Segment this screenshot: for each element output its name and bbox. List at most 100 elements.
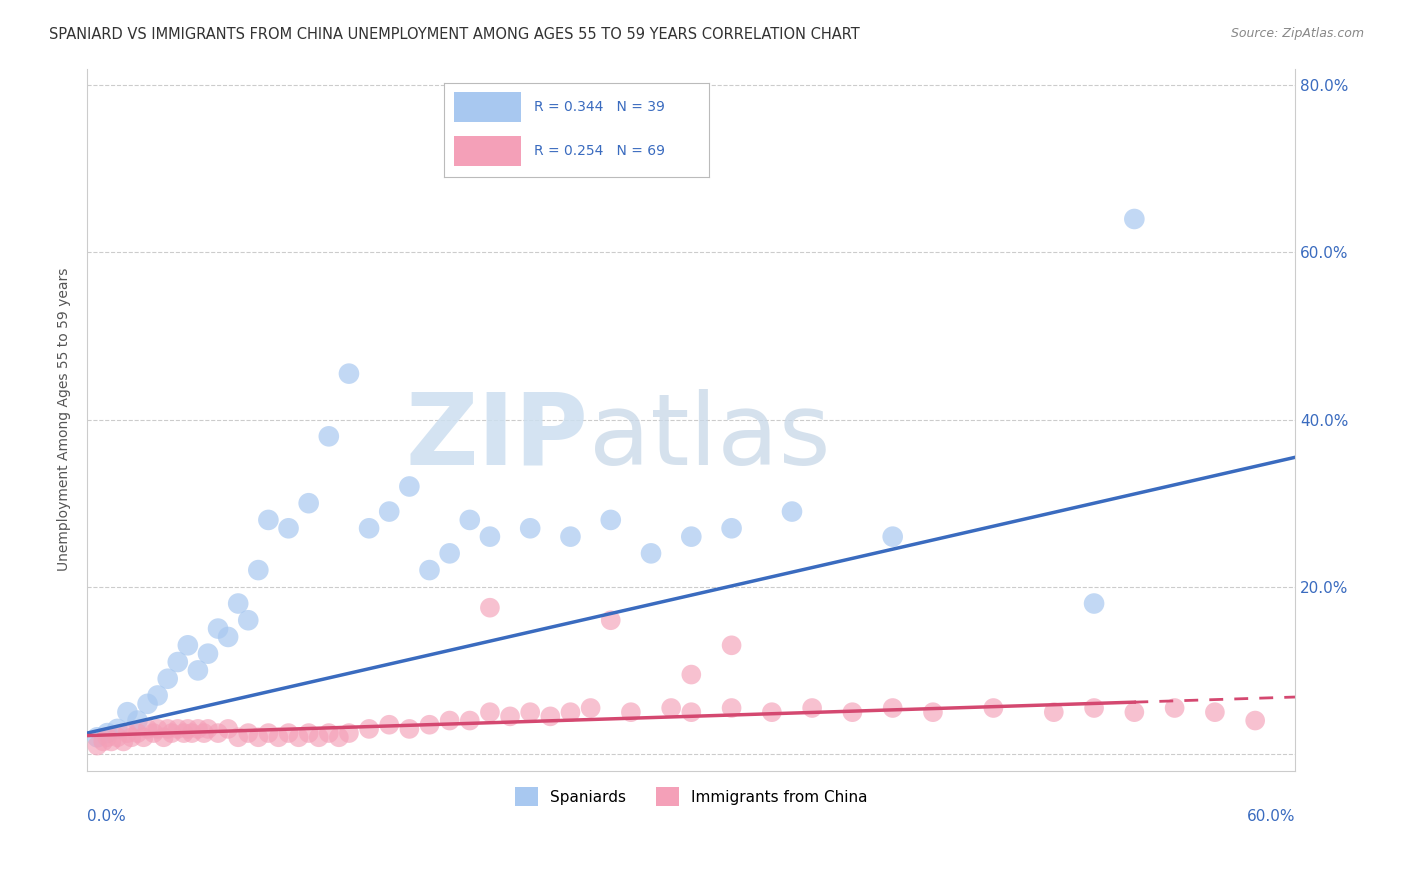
Point — [659, 701, 682, 715]
Point — [720, 521, 742, 535]
Point — [146, 689, 169, 703]
Point — [780, 505, 803, 519]
Point — [217, 722, 239, 736]
Point — [187, 664, 209, 678]
Point — [238, 726, 260, 740]
Point — [882, 530, 904, 544]
Point — [146, 722, 169, 736]
Point — [560, 530, 582, 544]
Point — [378, 505, 401, 519]
Point — [193, 726, 215, 740]
Point — [127, 726, 149, 740]
Point — [142, 726, 165, 740]
Point — [458, 714, 481, 728]
Point — [478, 530, 501, 544]
Point — [538, 709, 561, 723]
Point — [841, 705, 863, 719]
Point — [207, 726, 229, 740]
Point — [599, 613, 621, 627]
Point — [177, 722, 200, 736]
Point — [720, 638, 742, 652]
Point — [132, 731, 155, 745]
Point — [1083, 701, 1105, 715]
Point — [439, 714, 461, 728]
Point — [801, 701, 824, 715]
Point — [318, 429, 340, 443]
Point — [359, 521, 381, 535]
Legend: Spaniards, Immigrants from China: Spaniards, Immigrants from China — [509, 781, 875, 813]
Point — [277, 521, 299, 535]
Point — [1244, 714, 1267, 728]
Point — [761, 705, 783, 719]
Point — [187, 722, 209, 736]
Point — [197, 722, 219, 736]
Point — [86, 739, 108, 753]
Point — [620, 705, 643, 719]
Point — [100, 734, 122, 748]
Point — [96, 731, 118, 745]
Point — [117, 705, 139, 719]
Point — [478, 705, 501, 719]
Point — [117, 726, 139, 740]
Point — [882, 701, 904, 715]
Point — [156, 672, 179, 686]
Point — [478, 600, 501, 615]
Point — [1083, 597, 1105, 611]
Text: 0.0%: 0.0% — [87, 809, 127, 824]
Point — [247, 731, 270, 745]
Point — [681, 705, 703, 719]
Point — [247, 563, 270, 577]
Point — [328, 731, 350, 745]
Point — [337, 726, 360, 740]
Point — [277, 726, 299, 740]
Point — [308, 731, 330, 745]
Point — [519, 705, 541, 719]
Point — [1163, 701, 1185, 715]
Point — [298, 726, 321, 740]
Point — [439, 546, 461, 560]
Point — [922, 705, 945, 719]
Point — [136, 697, 159, 711]
Point — [180, 726, 202, 740]
Point — [166, 722, 188, 736]
Point — [983, 701, 1005, 715]
Point — [91, 734, 114, 748]
Point — [287, 731, 309, 745]
Point — [359, 722, 381, 736]
Point — [318, 726, 340, 740]
Text: Source: ZipAtlas.com: Source: ZipAtlas.com — [1230, 27, 1364, 40]
Point — [217, 630, 239, 644]
Point — [257, 726, 280, 740]
Text: ZIP: ZIP — [406, 389, 589, 485]
Point — [1043, 705, 1066, 719]
Point — [418, 717, 440, 731]
Point — [96, 726, 118, 740]
Point — [226, 731, 249, 745]
Point — [418, 563, 440, 577]
Point — [226, 597, 249, 611]
Point — [560, 705, 582, 719]
Point — [105, 731, 128, 745]
Point — [1123, 705, 1146, 719]
Text: 60.0%: 60.0% — [1247, 809, 1295, 824]
Point — [156, 722, 179, 736]
Point — [136, 722, 159, 736]
Point — [152, 731, 174, 745]
Text: SPANIARD VS IMMIGRANTS FROM CHINA UNEMPLOYMENT AMONG AGES 55 TO 59 YEARS CORRELA: SPANIARD VS IMMIGRANTS FROM CHINA UNEMPL… — [49, 27, 860, 42]
Point — [378, 717, 401, 731]
Point — [238, 613, 260, 627]
Point — [519, 521, 541, 535]
Point — [177, 638, 200, 652]
Point — [579, 701, 602, 715]
Text: atlas: atlas — [589, 389, 830, 485]
Point — [1123, 212, 1146, 227]
Point — [105, 722, 128, 736]
Point — [166, 655, 188, 669]
Point — [86, 731, 108, 745]
Point — [1204, 705, 1226, 719]
Point — [681, 667, 703, 681]
Point — [398, 479, 420, 493]
Point — [458, 513, 481, 527]
Point — [298, 496, 321, 510]
Point — [173, 726, 195, 740]
